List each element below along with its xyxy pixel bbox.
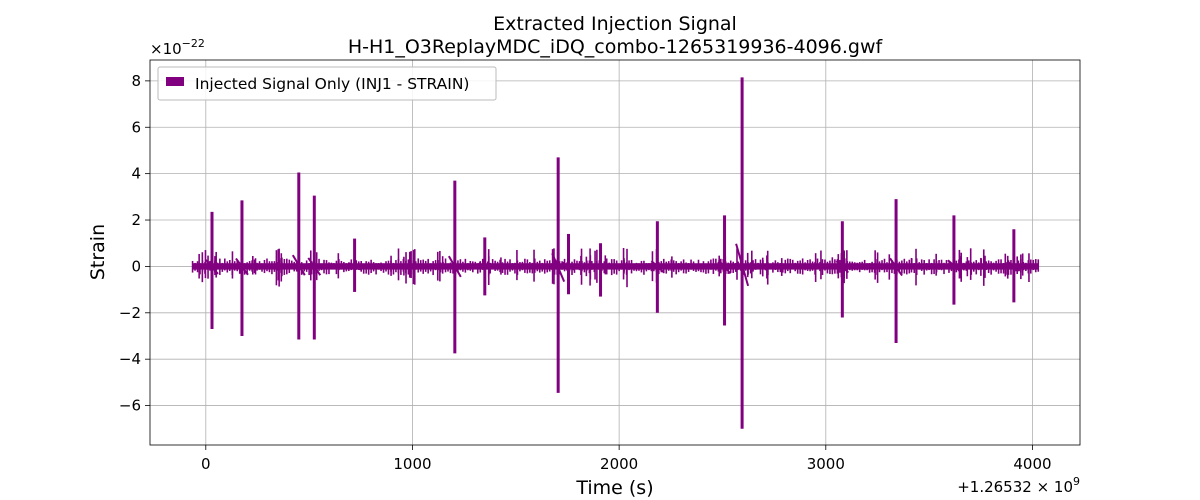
y-multiplier: ×10−22 bbox=[150, 37, 205, 58]
spike-ringdown bbox=[447, 255, 462, 278]
legend-box bbox=[157, 66, 497, 101]
y-tick-label: −6 bbox=[119, 397, 141, 415]
spike-ringdown bbox=[478, 262, 492, 271]
chart-title-line2: H-H1_O3ReplayMDC_iDQ_combo-1265319936-40… bbox=[348, 36, 884, 58]
spike-ringdown bbox=[947, 259, 961, 272]
spike-ringdown bbox=[594, 262, 608, 271]
legend: Injected Signal Only (INJ1 - STRAIN) bbox=[157, 66, 497, 101]
chart-title-line1: Extracted Injection Signal bbox=[493, 13, 737, 35]
spike-ringdown bbox=[291, 254, 306, 276]
x-tick-label: 1000 bbox=[393, 455, 431, 473]
spike-ringdown bbox=[307, 257, 322, 276]
legend-swatch bbox=[166, 77, 184, 86]
spike-ringdown bbox=[650, 260, 665, 273]
y-tick-label: 2 bbox=[131, 211, 141, 229]
spike-ringdown bbox=[235, 257, 249, 276]
spike-ringdown bbox=[717, 259, 732, 275]
spike-ringdown bbox=[205, 259, 219, 275]
x-tick-label: 0 bbox=[201, 455, 211, 473]
y-tick-label: 4 bbox=[131, 165, 141, 183]
data-layer bbox=[191, 77, 1040, 429]
spike-ringdown bbox=[889, 257, 903, 277]
spike-ringdown bbox=[835, 260, 850, 274]
spike-ringdown bbox=[551, 252, 566, 282]
spike-ringdown bbox=[735, 243, 750, 287]
x-axis-label: Time (s) bbox=[575, 477, 653, 499]
ticks: 0 1000 2000 3000 4000 −6 −4 −2 0 2 4 6 8 bbox=[119, 72, 1052, 473]
x-offset: +1.26532 × 109 bbox=[957, 475, 1080, 496]
spike-ringdown bbox=[1007, 261, 1021, 272]
x-tick-label: 3000 bbox=[807, 455, 845, 473]
series-baseline bbox=[192, 263, 1039, 270]
y-axis-label: Strain bbox=[87, 224, 109, 280]
axes-frame bbox=[149, 59, 1081, 446]
x-tick-label: 4000 bbox=[1013, 455, 1051, 473]
y-tick-label: −2 bbox=[119, 304, 141, 322]
y-tick-label: −4 bbox=[119, 350, 141, 368]
spike-ringdown bbox=[348, 262, 362, 271]
spike-ringdown bbox=[561, 261, 576, 271]
y-tick-label: 8 bbox=[131, 72, 141, 90]
y-tick-label: 0 bbox=[131, 257, 141, 275]
x-tick-label: 2000 bbox=[600, 455, 638, 473]
plot-area bbox=[150, 60, 1080, 445]
y-tick-label: 6 bbox=[131, 118, 141, 136]
legend-label: Injected Signal Only (INJ1 - STRAIN) bbox=[195, 75, 469, 93]
